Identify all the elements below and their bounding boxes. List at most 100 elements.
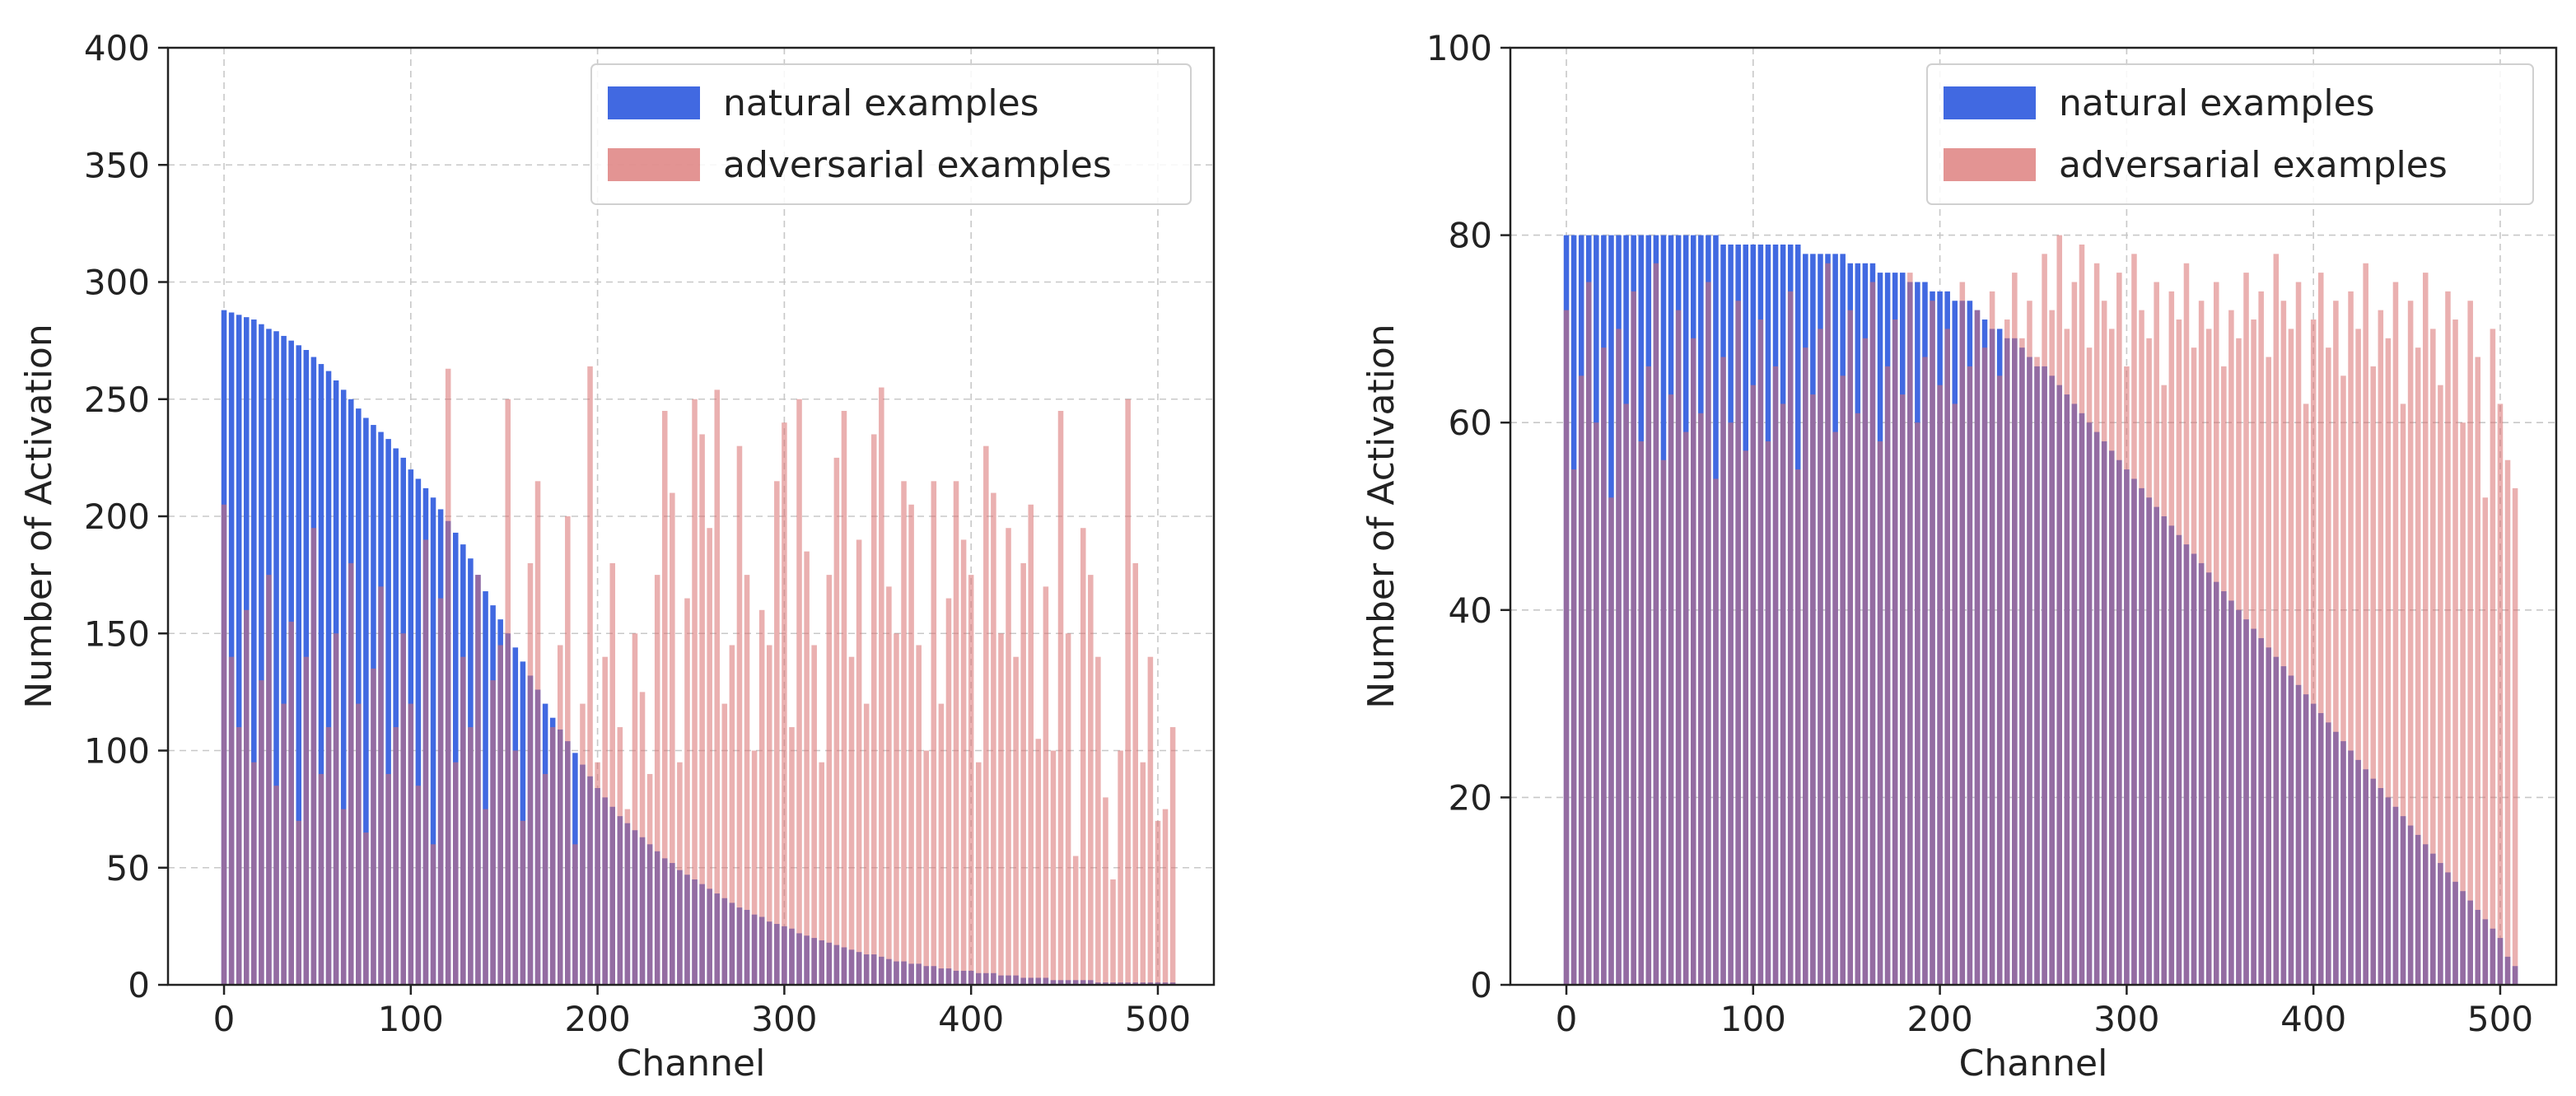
right-adversarial-bar <box>1706 282 1711 985</box>
left-adversarial-bar <box>863 703 870 985</box>
right-adversarial-bar <box>2370 366 2377 985</box>
right-adversarial-bar <box>2280 301 2287 985</box>
right-adversarial-bar <box>2504 459 2511 985</box>
left-adversarial-bar <box>505 399 511 985</box>
left-adversarial-bar <box>901 481 907 985</box>
right-adversarial-bar <box>2497 403 2504 985</box>
left-adversarial-bar <box>953 481 959 985</box>
left-adversarial-bar <box>1050 750 1057 985</box>
left-adversarial-bar <box>975 762 982 985</box>
right-adversarial-bar <box>2168 291 2175 985</box>
left-adversarial-bar <box>281 703 287 985</box>
right-y-tick-label: 80 <box>1449 216 1492 256</box>
right-y-tick-label: 20 <box>1449 777 1492 818</box>
right-adversarial-bar <box>1959 282 1966 985</box>
right-adversarial-bar <box>1922 357 1928 985</box>
right-adversarial-bar <box>2221 366 2227 985</box>
left-adversarial-bar <box>1095 656 1101 985</box>
left-adversarial-bar <box>490 680 496 985</box>
right-adversarial-bar <box>1944 329 1950 985</box>
right-legend-swatch-natural <box>1944 86 2036 119</box>
right-adversarial-bar <box>1690 338 1696 985</box>
right-x-tick-label: 300 <box>2093 999 2159 1039</box>
left-adversarial-bar <box>520 820 526 985</box>
left-natural-bar <box>363 417 369 985</box>
left-natural-bar <box>393 448 399 985</box>
left-chart: 0 50 100 150 200 250 300 350 400 0 100 200 300 400 500… <box>18 28 1216 1084</box>
left-natural-bar <box>236 315 242 986</box>
left-adversarial-bar <box>296 820 302 985</box>
right-legend-label-natural: natural examples <box>2059 82 2375 124</box>
left-adversarial-bar <box>848 656 855 985</box>
right-adversarial-bar <box>2445 291 2451 985</box>
left-adversarial-bar <box>1080 528 1086 985</box>
left-adversarial-bar <box>1162 809 1169 985</box>
left-adversarial-bar <box>243 609 250 985</box>
left-adversarial-bar <box>587 366 593 985</box>
right-adversarial-bar <box>2004 319 2010 985</box>
left-adversarial-bar <box>408 703 414 985</box>
right-adversarial-bar <box>2295 282 2302 985</box>
right-adversarial-bar <box>2064 329 2070 985</box>
left-adversarial-bar <box>617 727 623 985</box>
left-adversarial-bar <box>445 368 451 985</box>
left-adversarial-bar <box>602 656 608 985</box>
left-natural-bar <box>430 497 436 985</box>
right-adversarial-bar <box>2012 273 2018 985</box>
left-adversarial-bar <box>699 434 705 985</box>
left-adversarial-bar <box>1140 762 1146 985</box>
left-y-tick-label: 100 <box>84 731 150 772</box>
left-adversarial-bar <box>729 645 735 985</box>
left-adversarial-bar <box>325 727 332 985</box>
right-adversarial-bar <box>1720 357 1726 985</box>
right-adversarial-bar <box>2438 385 2443 985</box>
right-adversarial-bar <box>1915 422 1920 985</box>
right-x-axis-title: Channel <box>1959 1042 2108 1084</box>
right-adversarial-bar <box>1780 403 1786 985</box>
right-adversarial-bar <box>1616 329 1622 985</box>
right-adversarial-bar <box>2146 338 2152 985</box>
left-legend-box <box>590 63 1192 205</box>
right-y-tick-label: 0 <box>1470 965 1492 1005</box>
left-adversarial-bar <box>736 445 743 985</box>
left-adversarial-bar <box>400 633 407 985</box>
left-adversarial-bar <box>415 786 422 985</box>
right-adversarial-bar <box>2355 329 2361 985</box>
right-adversarial-bar <box>1847 310 1854 985</box>
right-adversarial-bar <box>1668 394 1674 985</box>
left-adversarial-bar <box>841 410 847 986</box>
left-y-tick-label: 0 <box>128 965 150 1005</box>
right-adversarial-bar <box>2079 244 2085 986</box>
left-adversarial-bar <box>1125 399 1131 985</box>
left-adversarial-bar <box>1035 739 1042 985</box>
left-y-tick-label: 350 <box>84 145 150 185</box>
right-adversarial-bar <box>1862 338 1869 985</box>
left-natural-bar <box>483 591 488 985</box>
right-adversarial-bar <box>2086 347 2093 985</box>
right-adversarial-bar <box>1698 413 1704 985</box>
right-adversarial-bar <box>1765 441 1771 985</box>
left-adversarial-bar <box>348 562 354 985</box>
right-x-tick-label: 500 <box>2467 999 2533 1039</box>
left-natural-bar <box>281 335 287 985</box>
right-adversarial-bar <box>1578 375 1584 985</box>
left-adversarial-bar <box>549 727 556 985</box>
left-adversarial-bar <box>886 586 892 985</box>
right-adversarial-bar <box>2139 310 2144 985</box>
left-adversarial-bar <box>333 633 339 985</box>
right-adversarial-bar <box>2027 301 2032 985</box>
left-natural-bar <box>385 439 391 985</box>
right-adversarial-bar <box>2049 310 2055 985</box>
left-natural-bar <box>259 324 264 986</box>
right-adversarial-bar <box>1743 450 1749 985</box>
left-natural-bar <box>356 408 362 985</box>
right-adversarial-bar <box>2183 263 2190 985</box>
left-adversarial-bar <box>288 622 294 985</box>
right-x-tick-label: 0 <box>1556 999 1578 1039</box>
left-natural-bar <box>452 532 459 985</box>
right-adversarial-bar <box>1892 319 1898 985</box>
right-adversarial-bar <box>1682 431 1689 985</box>
right-adversarial-bar <box>1840 375 1846 985</box>
left-legend: natural examples adversarial examples <box>590 63 1192 205</box>
